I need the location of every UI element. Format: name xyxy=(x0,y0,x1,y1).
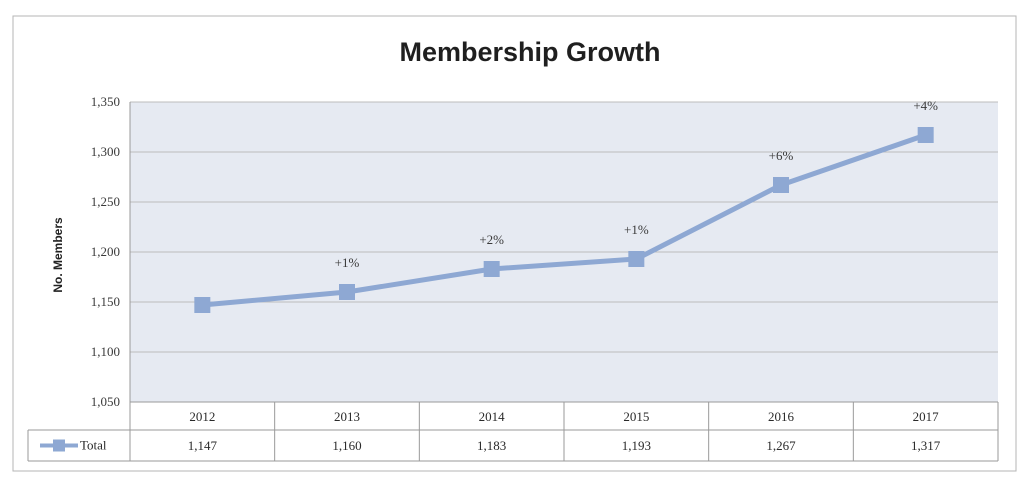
table-value-cell: 1,193 xyxy=(622,438,651,453)
table-value-cell: 1,183 xyxy=(477,438,506,453)
y-axis-ticks: 1,050 1,100 1,150 1,200 1,250 1,300 1,350 xyxy=(91,94,120,409)
data-point-marker xyxy=(773,177,789,193)
y-tick-label: 1,250 xyxy=(91,194,120,209)
change-label: +1% xyxy=(624,222,649,237)
x-category-label: 2015 xyxy=(623,409,649,424)
data-table: 2012 1,147 2013 1,160 2014 1,183 2015 1,193 2016… xyxy=(27,401,999,462)
change-label: +6% xyxy=(769,148,794,163)
legend-marker-key xyxy=(53,439,65,452)
y-tick-label: 1,300 xyxy=(91,144,120,159)
table-value-cell: 1,147 xyxy=(188,438,218,453)
data-point-marker xyxy=(339,284,355,300)
change-label: +4% xyxy=(913,98,938,113)
x-category-label: 2016 xyxy=(768,409,795,424)
x-category-label: 2013 xyxy=(334,409,360,424)
change-labels: +1% +2% +1% +6% +4% xyxy=(335,98,938,270)
data-point-marker xyxy=(194,297,211,313)
legend-series-name: Total xyxy=(80,438,107,453)
table-value-cell: 1,317 xyxy=(911,438,941,453)
y-tick-label: 1,150 xyxy=(91,294,120,309)
y-tick-label: 1,200 xyxy=(91,244,120,259)
y-axis-title: No. Members xyxy=(51,217,65,293)
y-tick-label: 1,350 xyxy=(91,94,120,109)
x-category-label: 2017 xyxy=(913,409,940,424)
data-point-marker xyxy=(628,251,645,267)
data-point-marker xyxy=(917,127,934,143)
x-category-label: 2012 xyxy=(189,409,215,424)
chart-title: Membership Growth xyxy=(399,37,660,67)
series-line-total xyxy=(199,132,929,308)
table-value-cell: 1,160 xyxy=(332,438,361,453)
y-tick-label: 1,100 xyxy=(91,344,120,359)
change-label: +1% xyxy=(335,255,360,270)
y-tick-label: 1,050 xyxy=(91,394,120,409)
x-category-label: 2014 xyxy=(479,409,506,424)
change-label: +2% xyxy=(479,232,504,247)
gridlines xyxy=(129,101,998,403)
table-value-cell: 1,267 xyxy=(766,438,796,453)
series-total xyxy=(194,127,934,313)
data-point-marker xyxy=(483,261,500,277)
